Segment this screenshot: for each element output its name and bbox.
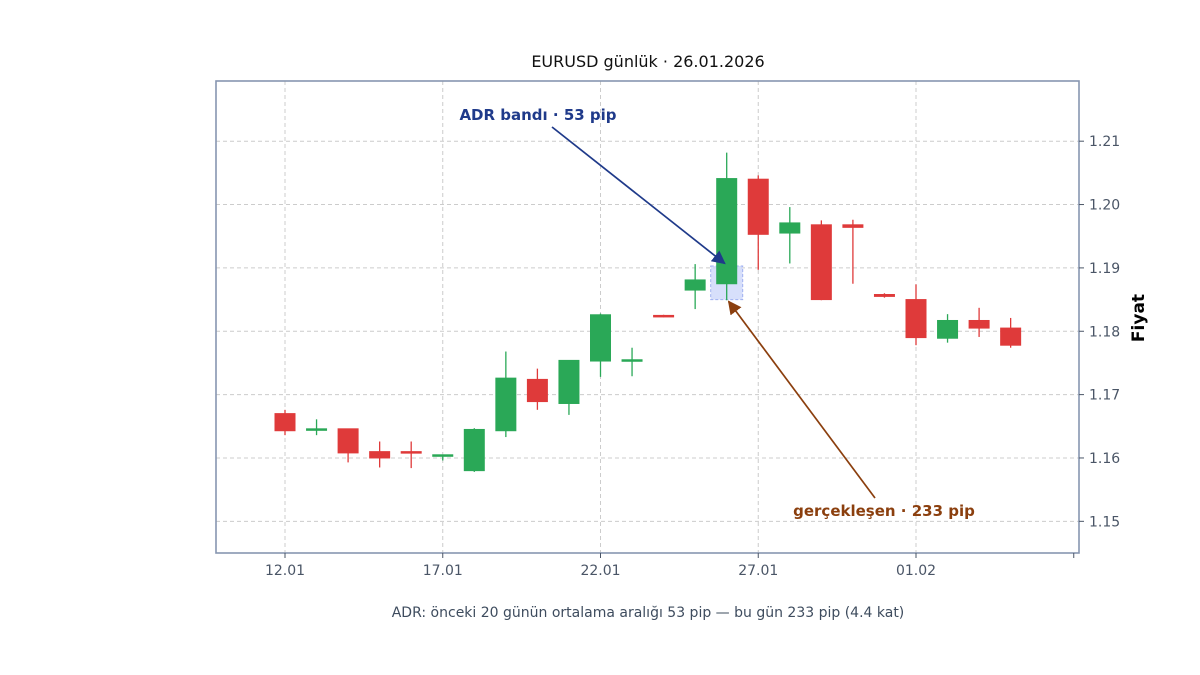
candle-body xyxy=(526,378,548,403)
candle-body xyxy=(369,451,391,459)
candle-02.02 xyxy=(937,314,959,343)
candle-25.01 xyxy=(684,264,706,310)
y-tick-label: 1.19 xyxy=(1089,261,1120,277)
x-tick-label: 01.02 xyxy=(896,563,936,579)
candle-body xyxy=(463,428,485,472)
candle-27.01 xyxy=(747,175,769,270)
candle-21.01 xyxy=(558,359,580,415)
candle-body xyxy=(684,279,706,291)
candle-19.01 xyxy=(495,351,517,438)
candle-body xyxy=(306,428,328,431)
candle-01.02 xyxy=(905,284,927,346)
candle-28.01 xyxy=(779,207,801,264)
candle-15.01 xyxy=(369,441,391,468)
y-tick-label: 1.17 xyxy=(1089,388,1120,404)
x-tick-label: 22.01 xyxy=(580,563,620,579)
candle-20.01 xyxy=(526,368,548,410)
candle-body xyxy=(590,314,611,362)
adr-annotation-arrow xyxy=(551,126,726,265)
candle-12.01 xyxy=(274,409,296,436)
y-axis: 1.15 1.16 1.17 1.18 1.19 1.20 1.21 xyxy=(1079,134,1120,530)
candle-body xyxy=(937,319,959,339)
grid xyxy=(216,81,1079,553)
candle-body xyxy=(337,428,359,454)
candle-body xyxy=(1000,327,1022,346)
candle-body xyxy=(747,178,769,235)
candle-03.02 xyxy=(968,307,990,337)
candle-16.01 xyxy=(400,441,422,469)
candle-22.01 xyxy=(590,313,611,377)
x-tick-label: 17.01 xyxy=(423,563,463,579)
adr-annotation-label: ADR bandı · 53 pip xyxy=(459,106,616,124)
candle-13.01 xyxy=(306,419,328,436)
candle-body xyxy=(968,319,990,329)
realized-annotation-arrow xyxy=(727,300,876,499)
x-axis: 12.01 17.01 22.01 27.01 01.02 xyxy=(265,553,1075,579)
x-tick-label: 27.01 xyxy=(738,563,778,579)
annotations: ADR bandı · 53 pip gerçekleşen · 233 pip xyxy=(459,106,975,520)
y-tick-label: 1.21 xyxy=(1089,134,1120,150)
candle-24.01 xyxy=(653,314,675,318)
candle-body xyxy=(873,294,895,297)
candle-body xyxy=(810,224,832,301)
candle-31.01 xyxy=(873,293,895,298)
candle-body xyxy=(400,451,422,454)
candle-body xyxy=(653,314,675,318)
y-tick-label: 1.16 xyxy=(1089,451,1120,467)
candles xyxy=(274,152,1022,472)
candle-body xyxy=(716,178,738,285)
candle-17.01 xyxy=(432,454,454,461)
candle-18.01 xyxy=(463,428,485,472)
candle-04.02 xyxy=(1000,317,1022,348)
candle-26.01 xyxy=(716,152,738,301)
candle-body xyxy=(558,359,580,404)
candle-body xyxy=(779,222,801,234)
candle-body xyxy=(274,413,296,432)
chart-caption: ADR: önceki 20 günün ortalama aralığı 53… xyxy=(392,605,905,621)
candle-body xyxy=(432,454,454,457)
candle-body xyxy=(842,224,864,228)
candle-14.01 xyxy=(337,428,359,463)
y-tick-label: 1.20 xyxy=(1089,198,1120,214)
plot-frame xyxy=(215,80,1080,554)
candle-30.01 xyxy=(842,219,864,284)
y-axis-label: Fiyat xyxy=(1129,294,1149,342)
chart-title: EURUSD günlük · 26.01.2026 xyxy=(531,52,764,71)
candle-body xyxy=(495,377,517,432)
realized-annotation-label: gerçekleşen · 233 pip xyxy=(793,502,975,520)
x-tick-label: 12.01 xyxy=(265,563,305,579)
y-tick-label: 1.15 xyxy=(1089,514,1120,530)
candle-body xyxy=(621,359,643,362)
candle-29.01 xyxy=(810,220,832,301)
candle-body xyxy=(905,299,927,339)
y-tick-label: 1.18 xyxy=(1089,324,1120,340)
candle-23.01 xyxy=(621,347,643,377)
